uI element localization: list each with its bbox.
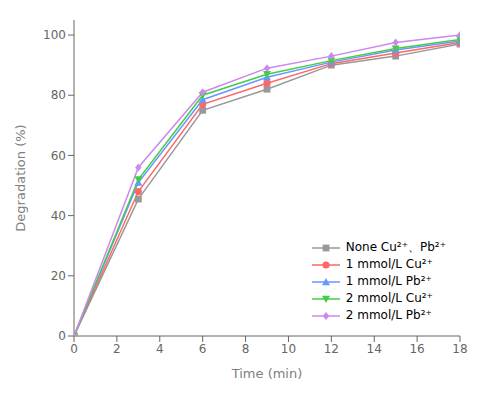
html-text:None Cu²⁺、Pb²⁺: None Cu²⁺、Pb²⁺ — [345, 240, 446, 254]
svg-text:0: 0 — [70, 342, 78, 356]
svg-text:Time (min): Time (min) — [231, 366, 303, 381]
svg-text:16: 16 — [409, 342, 424, 356]
svg-text:8: 8 — [242, 342, 250, 356]
svg-text:4: 4 — [156, 342, 164, 356]
svg-text:2: 2 — [113, 342, 121, 356]
html-text:1 mmol/L Cu²⁺: 1 mmol/L Cu²⁺ — [345, 257, 433, 271]
svg-text:10: 10 — [281, 342, 296, 356]
svg-text:18: 18 — [452, 342, 467, 356]
svg-text:100: 100 — [43, 28, 66, 42]
html-text:2 mmol/L Cu²⁺: 2 mmol/L Cu²⁺ — [345, 291, 433, 305]
svg-text:Degradation (%): Degradation (%) — [13, 124, 28, 231]
svg-text:12: 12 — [324, 342, 339, 356]
html-text:2 mmol/L Pb²⁺: 2 mmol/L Pb²⁺ — [345, 308, 432, 322]
svg-text:20: 20 — [51, 269, 66, 283]
svg-text:14: 14 — [367, 342, 382, 356]
svg-text:0: 0 — [58, 329, 66, 343]
svg-text:60: 60 — [51, 149, 66, 163]
svg-text:80: 80 — [51, 88, 66, 102]
svg-text:6: 6 — [199, 342, 207, 356]
svg-text:40: 40 — [51, 209, 66, 223]
html-text:1 mmol/L Pb²⁺: 1 mmol/L Pb²⁺ — [345, 274, 432, 288]
